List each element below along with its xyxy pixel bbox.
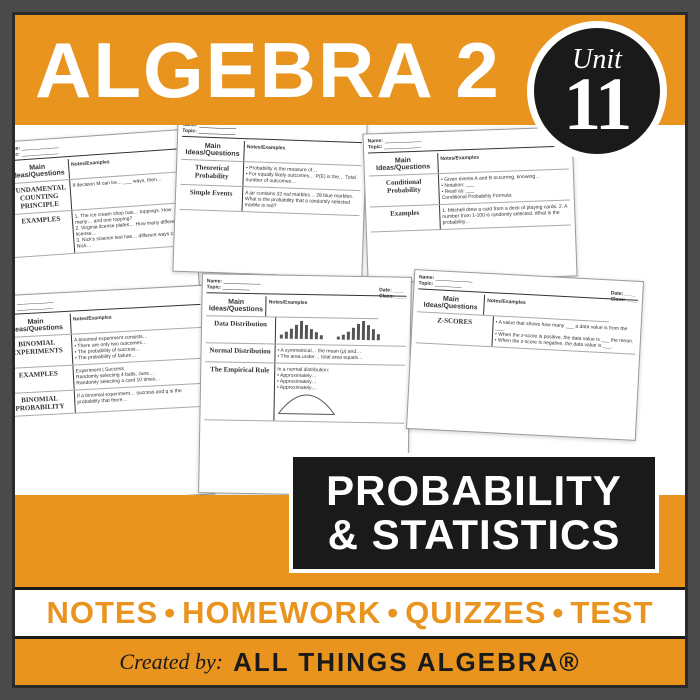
credit-bar: Created by: ALL THINGS ALGEBRA®	[15, 639, 685, 685]
unit-badge: Unit 11	[527, 21, 667, 161]
unit-number: 11	[564, 71, 631, 139]
worksheet-page: Name: ___________Topic: ___________Main …	[172, 125, 367, 278]
worksheet-page: Name: ___________Topic: ___________Main …	[362, 126, 577, 283]
main-title: ALGEBRA 2	[35, 25, 501, 116]
worksheet-page: Name: ___________Topic: ___________Main …	[15, 285, 215, 495]
subtitle-line-2: & STATISTICS	[328, 513, 621, 557]
credit-prefix: Created by:	[119, 649, 223, 675]
worksheet-preview-area: Name: ___________Topic: ___________Main …	[15, 125, 685, 495]
credit-brand: ALL THINGS ALGEBRA®	[233, 647, 581, 678]
worksheet-page: Name: ___________Topic: ________ Date: _…	[406, 269, 644, 441]
contents-bar: NOTES•HOMEWORK•QUIZZES•TEST	[15, 587, 685, 639]
subtitle-box: PROBABILITY & STATISTICS	[289, 453, 659, 573]
subtitle-line-1: PROBABILITY	[326, 469, 622, 513]
contents-list: NOTES•HOMEWORK•QUIZZES•TEST	[46, 595, 653, 631]
worksheet-page: Name: ___________Topic: ___________Main …	[15, 129, 201, 312]
product-cover-frame: ALGEBRA 2 Unit 11 Name: ___________Topic…	[12, 12, 688, 688]
